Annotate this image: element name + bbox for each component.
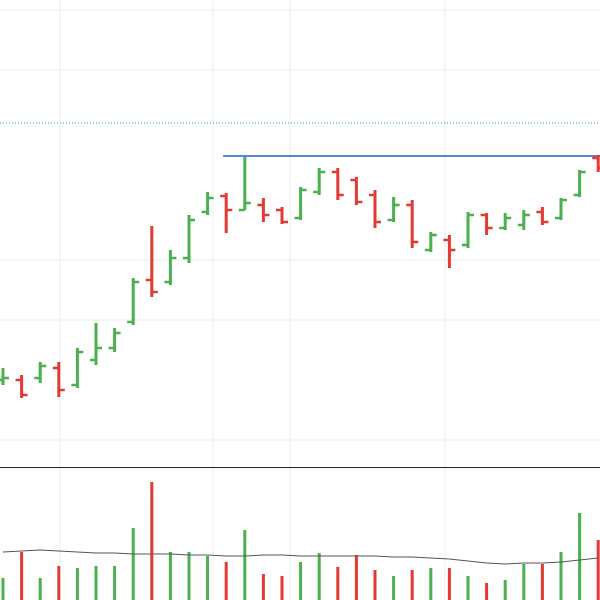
volume-bar bbox=[224, 562, 228, 600]
volume-bar bbox=[540, 564, 544, 600]
volume-bar bbox=[485, 583, 489, 600]
volume-bar bbox=[243, 530, 247, 600]
volume-bar bbox=[596, 540, 600, 600]
volume-bar bbox=[447, 568, 451, 600]
volume-bar bbox=[206, 556, 210, 600]
volume-bar bbox=[94, 566, 98, 600]
volume-ma bbox=[2, 549, 599, 565]
volume-bar bbox=[131, 528, 135, 600]
volume-bar bbox=[38, 578, 42, 600]
volume-bar bbox=[336, 567, 340, 600]
volume-bar bbox=[57, 566, 61, 600]
volume-bar bbox=[522, 564, 526, 600]
volume-bar bbox=[1, 578, 5, 600]
volume-bar bbox=[410, 570, 414, 600]
volume-bar bbox=[299, 562, 303, 600]
volume-bar bbox=[578, 513, 582, 600]
volume-bar bbox=[168, 552, 172, 600]
volume-bar bbox=[20, 552, 24, 600]
volume-bar bbox=[261, 574, 265, 600]
volume-bar bbox=[317, 553, 321, 600]
volume-bar bbox=[466, 576, 470, 600]
volume-bar bbox=[373, 570, 377, 600]
volume-bar bbox=[559, 552, 563, 600]
volume-bar bbox=[503, 580, 507, 600]
volume-bar bbox=[113, 566, 117, 600]
volume-bar bbox=[354, 555, 358, 600]
volume-bar bbox=[429, 568, 433, 600]
volume-bar bbox=[187, 552, 191, 600]
volume-bar bbox=[150, 482, 154, 600]
volume-bar bbox=[392, 576, 396, 600]
volume-bar bbox=[75, 568, 79, 600]
volume-bar bbox=[280, 576, 284, 600]
